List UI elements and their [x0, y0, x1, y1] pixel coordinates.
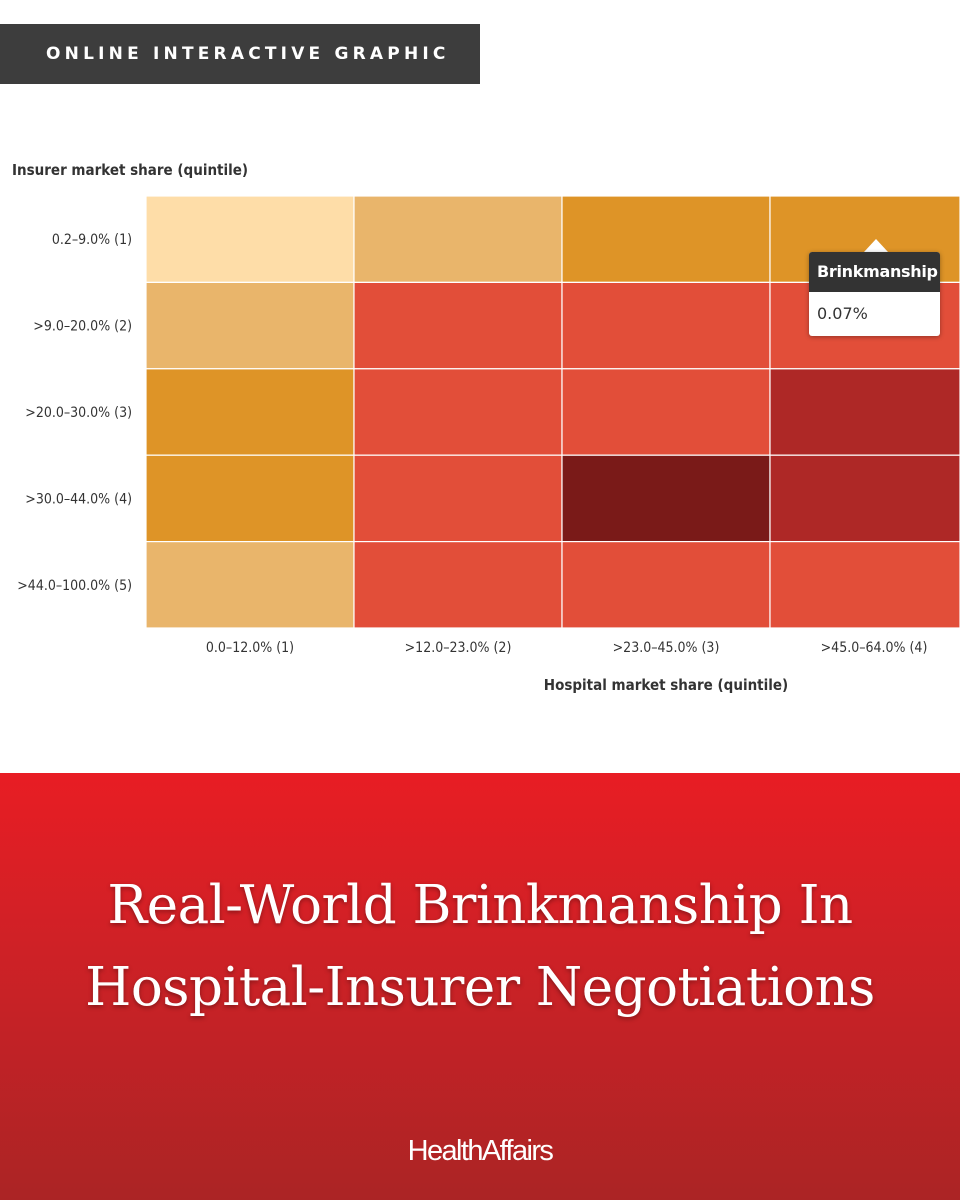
row-tick-label: >9.0–20.0% (2): [33, 319, 132, 335]
heatmap-cell-r4-c1[interactable]: [145, 454, 355, 543]
row-tick-label: >30.0–44.0% (4): [25, 491, 132, 507]
headline-line-2: Hospital-Insurer Negotiations: [85, 957, 875, 1018]
heatmap-cell-r1-c2[interactable]: [353, 195, 563, 284]
headline: Real-World Brinkmanship In Hospital-Insu…: [0, 865, 960, 1029]
heatmap-cell-r5-c3[interactable]: [561, 541, 771, 629]
heatmap-chart: Insurer market share (quintile) 0.2–9.0%…: [12, 161, 960, 694]
heatmap-cell-r4-c2[interactable]: [353, 454, 563, 543]
column-tick-labels: 0.0–12.0% (1) >12.0–23.0% (2) >23.0–45.0% …: [206, 640, 927, 656]
row-tick-label: >44.0–100.0% (5): [17, 578, 132, 594]
heatmap-cell-r5-c4[interactable]: [769, 541, 960, 629]
column-tick-label: 0.0–12.0% (1): [206, 640, 294, 656]
heatmap-cells: [145, 195, 960, 629]
heatmap-cell-r3-c4[interactable]: [769, 368, 960, 456]
column-tick-label: >12.0–23.0% (2): [405, 640, 512, 656]
heatmap-cell-r3-c1[interactable]: [145, 368, 355, 456]
tooltip-arrow: [864, 239, 888, 252]
row-tick-label: >20.0–30.0% (3): [25, 405, 132, 421]
logo-text: HealthAffairs: [407, 1135, 554, 1167]
heatmap-cell-r5-c1[interactable]: [145, 541, 355, 629]
banner-label: ONLINE INTERACTIVE GRAPHIC: [46, 44, 450, 64]
row-tick-labels: 0.2–9.0% (1) >9.0–20.0% (2) >20.0–30.0% (3…: [17, 232, 132, 594]
tooltip-value: 0.07%: [817, 304, 868, 323]
heatmap-cell-r3-c2[interactable]: [353, 368, 563, 456]
heatmap-cell-r2-c2[interactable]: [353, 281, 563, 370]
heatmap-cell-r4-c3[interactable]: [561, 454, 771, 543]
heatmap-cell-r2-c1[interactable]: [145, 281, 355, 370]
heatmap-cell-r3-c3[interactable]: [561, 368, 771, 456]
column-tick-label: >23.0–45.0% (3): [613, 640, 720, 656]
row-tick-label: 0.2–9.0% (1): [52, 232, 132, 248]
y-axis-title: Insurer market share (quintile): [12, 161, 248, 179]
x-axis-title: Hospital market share (quintile): [544, 676, 788, 694]
health-affairs-logo: HealthAffairs: [0, 1135, 960, 1168]
tooltip: Brinkmanship 0.07%: [809, 252, 940, 336]
tooltip-series: Brinkmanship: [809, 252, 940, 292]
online-interactive-graphic-banner: ONLINE INTERACTIVE GRAPHIC: [0, 24, 480, 84]
heatmap-cell-r5-c2[interactable]: [353, 541, 563, 629]
column-tick-label: >45.0–64.0% (4): [821, 640, 928, 656]
headline-line-1: Real-World Brinkmanship In: [107, 875, 853, 936]
heatmap-cell-r4-c4[interactable]: [769, 454, 960, 543]
heatmap-cell-r2-c3[interactable]: [561, 281, 771, 370]
heatmap-cell-r1-c1[interactable]: [145, 195, 355, 284]
heatmap-cell-r1-c3[interactable]: [561, 195, 771, 284]
title-footer: Real-World Brinkmanship In Hospital-Insu…: [0, 773, 960, 1200]
